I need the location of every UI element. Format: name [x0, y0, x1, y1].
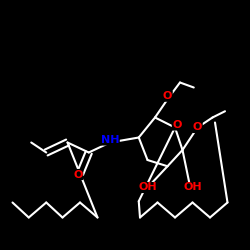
- Text: O: O: [73, 170, 83, 179]
- Text: O: O: [193, 122, 202, 132]
- Text: NH: NH: [101, 135, 119, 145]
- Text: O: O: [163, 91, 172, 101]
- Text: OH: OH: [183, 182, 202, 192]
- Text: O: O: [172, 120, 182, 130]
- Text: OH: OH: [138, 182, 157, 192]
